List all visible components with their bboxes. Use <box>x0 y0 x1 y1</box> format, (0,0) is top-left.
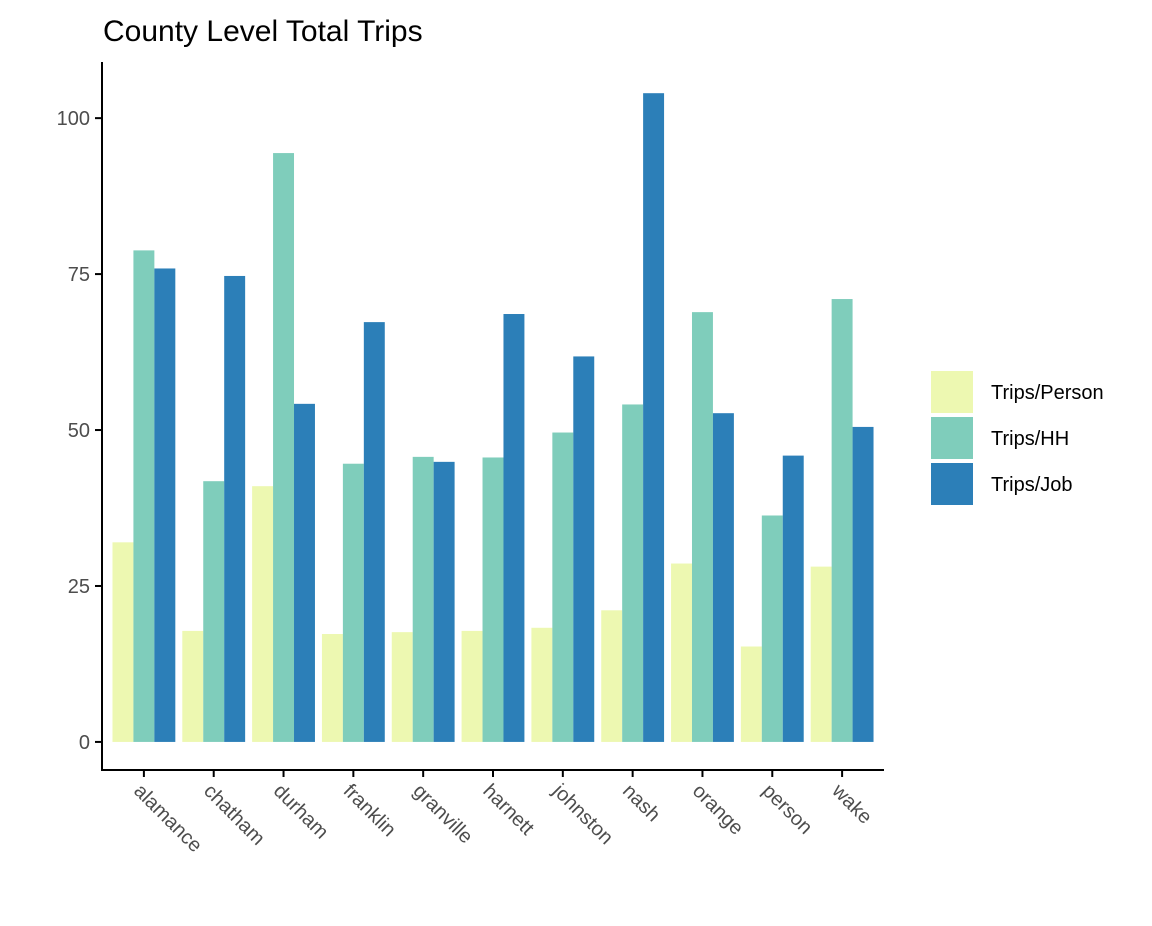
bar-johnston-trips-hh <box>552 432 574 742</box>
legend-key-trips-job <box>931 463 973 505</box>
bar-person-trips-person <box>740 646 762 742</box>
x-tick-label-harnett: harnett <box>478 780 538 840</box>
legend-label: Trips/Person <box>991 382 1104 404</box>
x-tick-label-johnston: johnston <box>548 779 618 849</box>
y-axis-ticks: 0 25 50 75 100 <box>57 108 102 754</box>
x-tick-label-person: person <box>758 780 817 839</box>
bar-franklin-trips-person <box>321 634 343 742</box>
bar-chatham-trips-job <box>224 275 246 742</box>
bar-alamance-trips-person <box>112 542 134 742</box>
bar-franklin-trips-hh <box>342 463 364 742</box>
x-tick-label-chatham: chatham <box>199 780 269 850</box>
bar-alamance-trips-hh <box>133 250 155 742</box>
bar-nash-trips-person <box>601 610 623 742</box>
y-tick-label: 0 <box>79 732 90 754</box>
bar-chatham-trips-person <box>182 630 204 742</box>
legend-key-trips-hh <box>931 417 973 459</box>
bar-granville-trips-job <box>433 461 455 742</box>
x-tick-label-franklin: franklin <box>339 780 400 841</box>
x-tick-label-granville: granville <box>409 780 477 848</box>
legend-label: Trips/HH <box>991 428 1069 450</box>
bar-wake-trips-person <box>810 566 832 742</box>
bar-durham-trips-person <box>252 486 274 742</box>
x-tick-label-alamance: alamance <box>129 780 206 857</box>
bar-durham-trips-hh <box>273 153 295 742</box>
bar-franklin-trips-job <box>363 322 385 742</box>
x-tick-label-orange: orange <box>688 780 748 840</box>
chart-title: County Level Total Trips <box>103 15 423 48</box>
y-tick-label: 100 <box>57 108 90 130</box>
bar-johnston-trips-person <box>531 627 553 742</box>
legend-label: Trips/Job <box>991 474 1073 496</box>
x-tick-label-wake: wake <box>827 779 876 828</box>
bar-granville-trips-person <box>391 632 413 742</box>
bar-harnett-trips-job <box>503 314 525 742</box>
bar-alamance-trips-job <box>154 268 176 742</box>
x-tick-label-durham: durham <box>269 780 333 844</box>
bar-orange-trips-job <box>712 413 734 742</box>
x-tick-label-nash: nash <box>618 780 664 826</box>
y-tick-label: 50 <box>68 420 90 442</box>
bar-granville-trips-hh <box>412 456 434 742</box>
bar-harnett-trips-hh <box>482 457 504 742</box>
bar-johnston-trips-job <box>573 356 595 742</box>
y-tick-label: 25 <box>68 576 90 598</box>
bar-nash-trips-hh <box>622 404 644 742</box>
bar-wake-trips-hh <box>831 299 853 742</box>
y-tick-label: 75 <box>68 264 90 286</box>
bar-wake-trips-job <box>852 426 874 742</box>
bar-orange-trips-hh <box>691 312 713 742</box>
legend: Trips/Person Trips/HH Trips/Job <box>931 371 1104 505</box>
bar-harnett-trips-person <box>461 630 483 742</box>
bar-orange-trips-person <box>671 563 692 742</box>
bar-chatham-trips-hh <box>203 481 225 742</box>
bars-layer <box>112 93 874 742</box>
legend-key-trips-person <box>931 371 973 413</box>
bar-person-trips-job <box>782 455 804 742</box>
bar-durham-trips-job <box>294 403 315 742</box>
bar-person-trips-hh <box>761 515 783 742</box>
bar-nash-trips-job <box>643 93 665 742</box>
